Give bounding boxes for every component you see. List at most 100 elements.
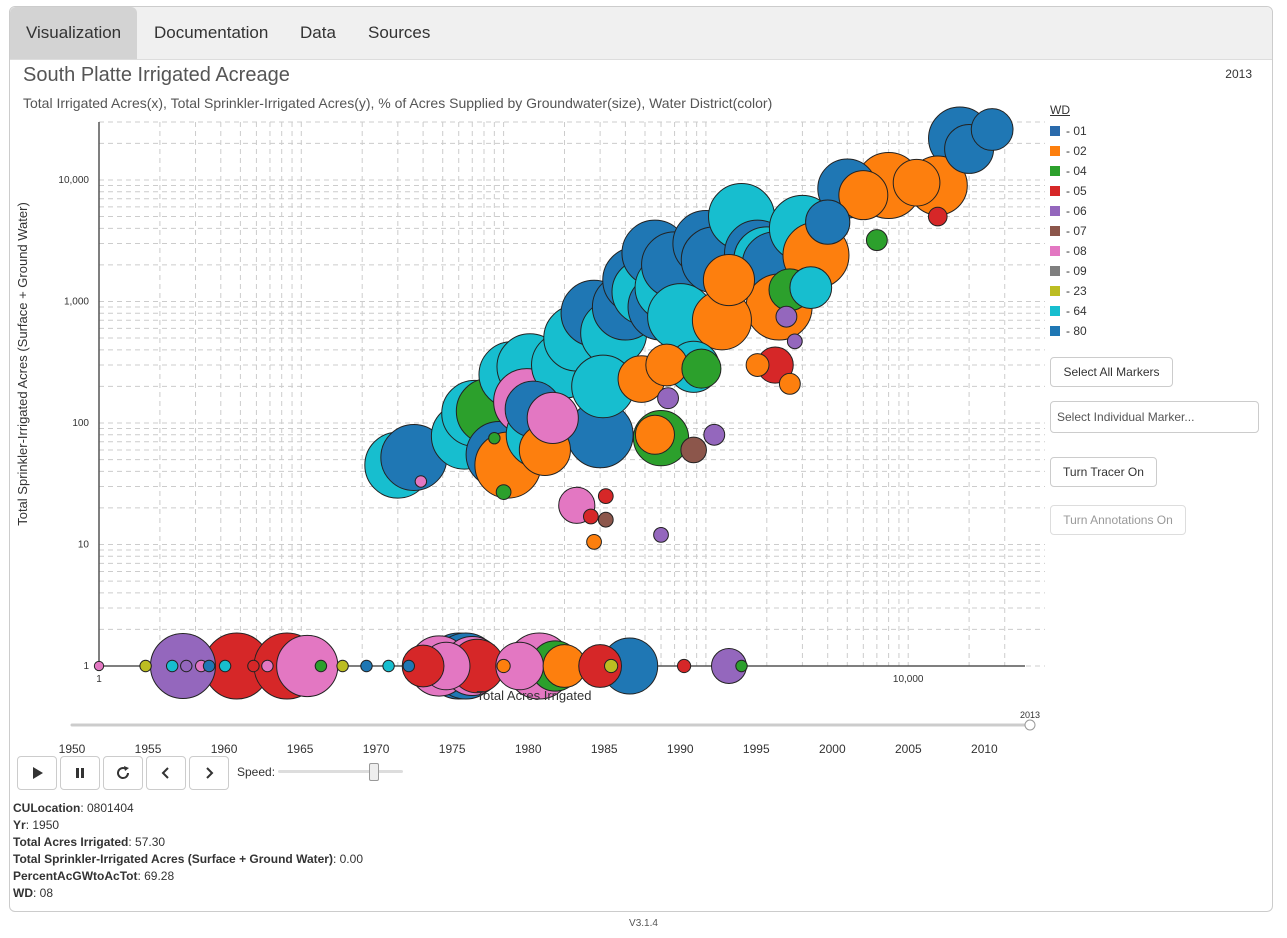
data-bubble-wd-02 <box>745 353 770 377</box>
legend-label: - 05 <box>1066 184 1087 198</box>
legend-label: - 80 <box>1066 324 1087 338</box>
data-bubble-wd-08 <box>276 634 339 698</box>
tab-data[interactable]: Data <box>300 23 336 42</box>
data-bubble-wd-08 <box>93 660 105 672</box>
legend-item-04[interactable]: - 04 <box>1050 161 1087 181</box>
speed-slider-handle[interactable] <box>369 763 379 781</box>
timeline-tick-label: 1980 <box>515 742 542 756</box>
legend-swatch <box>1050 246 1060 256</box>
timeline-tick-label: 2005 <box>895 742 922 756</box>
selected-marker-info: CULocation: 0801404 Yr: 1950 Total Acres I… <box>13 800 363 902</box>
legend-label: - 02 <box>1066 144 1087 158</box>
timeline-handle-label: 2013 <box>1020 710 1040 720</box>
legend-item-02[interactable]: - 02 <box>1050 141 1087 161</box>
next-year-button[interactable] <box>189 756 229 790</box>
data-bubble-wd-02 <box>634 414 675 455</box>
info-row: PercentAcGWtoAcTot: 69.28 <box>13 869 175 883</box>
info-row: CULocation: 0801404 <box>13 801 134 815</box>
tracer-toggle-button[interactable]: Turn Tracer On <box>1050 457 1157 487</box>
legend-swatch <box>1050 286 1060 296</box>
data-bubble-wd-02 <box>586 534 602 550</box>
info-row: Total Sprinkler-Irrigated Acres (Surface… <box>13 852 363 866</box>
y-axis-title: Total Sprinkler-Irrigated Acres (Surface… <box>15 202 30 526</box>
version-label: V3.1.4 <box>629 918 658 929</box>
data-bubble-wd-05 <box>247 659 260 673</box>
data-bubble-wd-02 <box>702 254 756 307</box>
data-bubble-wd-04 <box>314 659 328 673</box>
data-bubble-wd-64 <box>382 659 395 673</box>
y-tick-label: 100 <box>72 418 89 429</box>
y-tick-label: 10 <box>78 539 90 550</box>
legend-swatch <box>1050 266 1060 276</box>
reset-button[interactable] <box>103 756 143 790</box>
x-tick-label: 1 <box>96 674 102 685</box>
data-bubble-wd-08 <box>261 659 274 673</box>
y-tick-label: 1,000 <box>64 296 89 307</box>
timeline-tick-label: 1970 <box>363 742 390 756</box>
data-bubble-wd-02 <box>778 372 801 395</box>
data-bubble-wd-06 <box>775 305 798 328</box>
speed-slider-track[interactable] <box>278 770 403 773</box>
timeline-handle[interactable] <box>1024 719 1036 731</box>
legend-item-23[interactable]: - 23 <box>1050 281 1087 301</box>
timeline-tick-label: 1975 <box>439 742 466 756</box>
legend-label: - 06 <box>1066 204 1087 218</box>
chart-labels: 1 10 100 1,000 10,000 1 10,000 Total Sprinkler-… <box>15 175 924 703</box>
legend-label: - 07 <box>1066 224 1087 238</box>
data-bubble-wd-06 <box>180 659 193 673</box>
data-bubble-wd-05 <box>927 206 948 227</box>
data-bubble-wd-08 <box>414 475 428 488</box>
data-bubble-wd-04 <box>681 348 722 389</box>
legend-item-07[interactable]: - 07 <box>1050 221 1087 241</box>
data-bubble-wd-06 <box>653 526 669 543</box>
previous-year-button[interactable] <box>146 756 186 790</box>
tab-sources[interactable]: Sources <box>368 23 431 42</box>
play-button[interactable] <box>17 756 57 790</box>
info-row: WD: 08 <box>13 886 54 900</box>
legend-swatch <box>1050 326 1060 336</box>
select-individual-marker-dropdown[interactable]: Select Individual Marker... <box>1050 401 1259 433</box>
page-title: South Platte Irrigated Acreage <box>23 64 290 86</box>
legend-item-64[interactable]: - 64 <box>1050 301 1087 321</box>
annotations-toggle-button[interactable]: Turn Annotations On <box>1050 505 1186 535</box>
data-bubble-wd-06 <box>786 333 803 350</box>
legend-item-05[interactable]: - 05 <box>1050 181 1087 201</box>
data-bubble-wd-06 <box>703 423 726 446</box>
legend-item-08[interactable]: - 08 <box>1050 241 1087 261</box>
data-bubble-wd-23 <box>604 658 619 674</box>
legend-label: - 64 <box>1066 304 1087 318</box>
data-bubble-wd-23 <box>139 659 152 673</box>
legend-label: - 01 <box>1066 124 1087 138</box>
x-tick-label: 10,000 <box>893 674 924 685</box>
chart-bubbles <box>93 106 1014 700</box>
legend-swatch <box>1050 306 1060 316</box>
y-tick-label: 1 <box>83 661 89 672</box>
select-all-markers-button[interactable]: Select All Markers <box>1050 357 1173 387</box>
pause-icon <box>76 768 84 778</box>
data-bubble-wd-23 <box>336 659 349 673</box>
legend-item-01[interactable]: - 01 <box>1050 121 1087 141</box>
legend-label: - 08 <box>1066 244 1087 258</box>
legend-label: - 23 <box>1066 284 1087 298</box>
legend-swatch <box>1050 126 1060 136</box>
timeline-tick-label: 1995 <box>743 742 770 756</box>
data-bubble-wd-05 <box>578 644 623 688</box>
timeline-tick-label: 1960 <box>211 742 238 756</box>
tab-documentation[interactable]: Documentation <box>154 23 269 42</box>
data-bubble-wd-80 <box>402 659 416 673</box>
legend-item-80[interactable]: - 80 <box>1050 321 1087 341</box>
tab-visualization[interactable]: Visualization <box>10 7 138 59</box>
legend-item-06[interactable]: - 06 <box>1050 201 1087 221</box>
data-bubble-wd-07 <box>597 511 614 528</box>
page-subtitle: Total Irrigated Acres(x), Total Sprinkle… <box>23 95 773 111</box>
legend-item-09[interactable]: - 09 <box>1050 261 1087 281</box>
pause-button[interactable] <box>60 756 100 790</box>
legend-swatch <box>1050 146 1060 156</box>
data-bubble-wd-02 <box>838 170 889 221</box>
data-bubble-wd-80 <box>360 659 373 673</box>
data-bubble-wd-02 <box>645 343 689 387</box>
data-bubble-wd-05 <box>582 508 599 525</box>
current-year-label: 2013 <box>1225 67 1252 81</box>
year-timeline: 1950 1955 1960 1965 1970 1975 1980 1985 1990 1995… <box>59 710 1040 756</box>
info-row: Total Acres Irrigated: 57.30 <box>13 835 166 849</box>
